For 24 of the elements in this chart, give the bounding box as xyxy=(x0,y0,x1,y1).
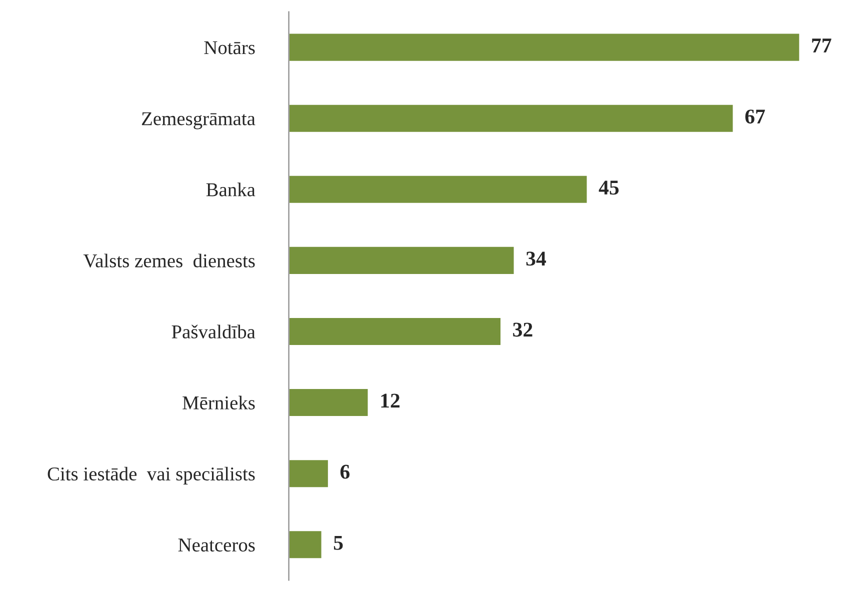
bar xyxy=(288,174,588,204)
bar xyxy=(288,103,734,134)
y-tick-label: Cits iestāde vai speciālists xyxy=(48,466,255,484)
y-tick-label: Neatceros xyxy=(178,538,255,552)
data-label: 6 xyxy=(340,464,350,479)
y-tick-label: Notārs xyxy=(204,41,255,54)
y-tick-label: Zemesgrāmata xyxy=(142,112,256,130)
bar xyxy=(288,458,330,488)
bar xyxy=(288,530,323,560)
data-label: 45 xyxy=(598,180,619,195)
data-label: 5 xyxy=(334,536,343,550)
bar xyxy=(288,316,502,346)
data-label: 77 xyxy=(812,38,832,52)
data-label: 12 xyxy=(381,394,400,408)
bar xyxy=(288,246,516,276)
bar xyxy=(288,388,370,418)
bar xyxy=(288,32,801,62)
data-label: 34 xyxy=(526,252,546,266)
y-tick-label: Valsts zemes dienests xyxy=(83,254,255,268)
data-label: 32 xyxy=(513,322,532,337)
y-tick-label: Mērnieks xyxy=(182,396,255,410)
data-label: 67 xyxy=(745,110,765,124)
y-tick-label: Pašvaldība xyxy=(172,324,256,338)
y-tick-label: Banka xyxy=(206,182,256,196)
